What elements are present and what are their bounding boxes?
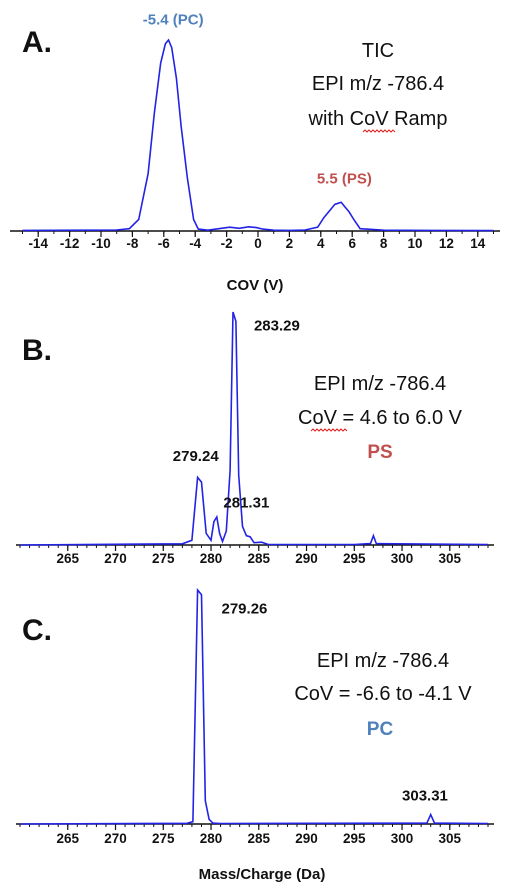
tick-label: 270 [104, 831, 127, 846]
panel-b-peak-label-279: 279.24 [173, 448, 220, 465]
panel-c: C. 265 270 275 280 285 290 295 300 305 279.26 30… [16, 587, 494, 883]
tick-label: 12 [439, 236, 454, 251]
panel-b-lipid-tag: PS [367, 442, 392, 463]
tick-label: 295 [343, 831, 366, 846]
panel-a: A. -14 -12 -10 -8 -6 -4 -2 0 2 4 6 8 10 12 14 -5.4 (PC… [10, 12, 500, 294]
tick-label: 305 [439, 831, 462, 846]
panel-b-letter: B. [22, 334, 52, 367]
panel-c-info-line-2: CoV = -6.6 to -4.1 V [294, 683, 472, 705]
tick-label: 270 [104, 551, 127, 566]
tick-label: 0 [254, 236, 262, 251]
panel-b-peak-label-283: 283.29 [254, 318, 300, 335]
tick-label: -6 [158, 236, 170, 251]
tick-label: -8 [126, 236, 138, 251]
tick-label: 280 [200, 551, 223, 566]
panel-c-tick-marks [19, 824, 489, 830]
tick-label: -4 [189, 236, 201, 251]
panel-c-peak-label-279: 279.26 [222, 600, 268, 617]
tick-label: 285 [248, 551, 271, 566]
panel-b-tick-labels: 265 270 275 280 285 290 295 300 305 [56, 551, 461, 566]
panel-b-info-line-2: CoV = 4.6 to 6.0 V [298, 407, 463, 429]
panel-a-info-line-1: TIC [362, 40, 394, 62]
panel-c-lipid-tag: PC [367, 719, 394, 740]
tick-label: 275 [152, 551, 175, 566]
panel-a-spellcheck-squiggle [362, 129, 396, 133]
tick-label: 275 [152, 831, 175, 846]
tick-label: -10 [91, 236, 111, 251]
tick-label: 305 [439, 551, 462, 566]
tick-label: 290 [295, 831, 318, 846]
tick-label: 290 [295, 551, 318, 566]
panel-c-x-axis-title: Mass/Charge (Da) [199, 866, 326, 883]
panel-a-info-line-2: EPI m/z -786.4 [312, 73, 444, 95]
tick-label: 300 [391, 831, 414, 846]
tick-label: 14 [470, 236, 486, 251]
panel-a-tick-labels: -14 -12 -10 -8 -6 -4 -2 0 2 4 6 8 10 12 14 [28, 236, 485, 251]
tick-label: 265 [56, 831, 79, 846]
panel-a-info-line-3: with CoV Ramp [308, 108, 448, 130]
tick-label: -2 [221, 236, 233, 251]
panel-a-x-axis-title: COV (V) [227, 277, 284, 294]
panel-b: B. 265 270 275 280 285 290 295 300 305 279.24 28… [16, 311, 494, 566]
panel-b-tick-marks [19, 545, 489, 551]
tick-label: 280 [200, 831, 223, 846]
panel-a-peak-label-ps: 5.5 (PS) [317, 170, 372, 187]
tick-label: 265 [56, 551, 79, 566]
panel-a-letter: A. [22, 26, 52, 59]
tick-label: 295 [343, 551, 366, 566]
tick-label: 6 [348, 236, 356, 251]
panel-b-peak-label-281: 281.31 [223, 495, 269, 512]
panel-c-tick-labels: 265 270 275 280 285 290 295 300 305 [56, 831, 461, 846]
panel-a-tick-marks [22, 231, 494, 237]
panel-b-spellcheck-squiggle [310, 428, 348, 432]
tick-label: 285 [248, 831, 271, 846]
panel-b-trace [19, 311, 489, 546]
panel-c-info-line-1: EPI m/z -786.4 [317, 650, 449, 672]
tick-label: -14 [28, 236, 48, 251]
panel-c-letter: C. [22, 614, 52, 647]
panel-c-trace [19, 587, 489, 825]
tick-label: 300 [391, 551, 414, 566]
tick-label: 2 [286, 236, 294, 251]
panel-a-trace [22, 38, 494, 232]
panel-a-peak-label-pc: -5.4 (PC) [143, 12, 204, 29]
panel-b-info-line-1: EPI m/z -786.4 [314, 373, 446, 395]
tick-label: 4 [317, 236, 325, 251]
tick-label: 8 [380, 236, 388, 251]
panel-c-peak-label-303: 303.31 [402, 788, 448, 805]
tick-label: -12 [60, 236, 80, 251]
tick-label: 10 [407, 236, 422, 251]
